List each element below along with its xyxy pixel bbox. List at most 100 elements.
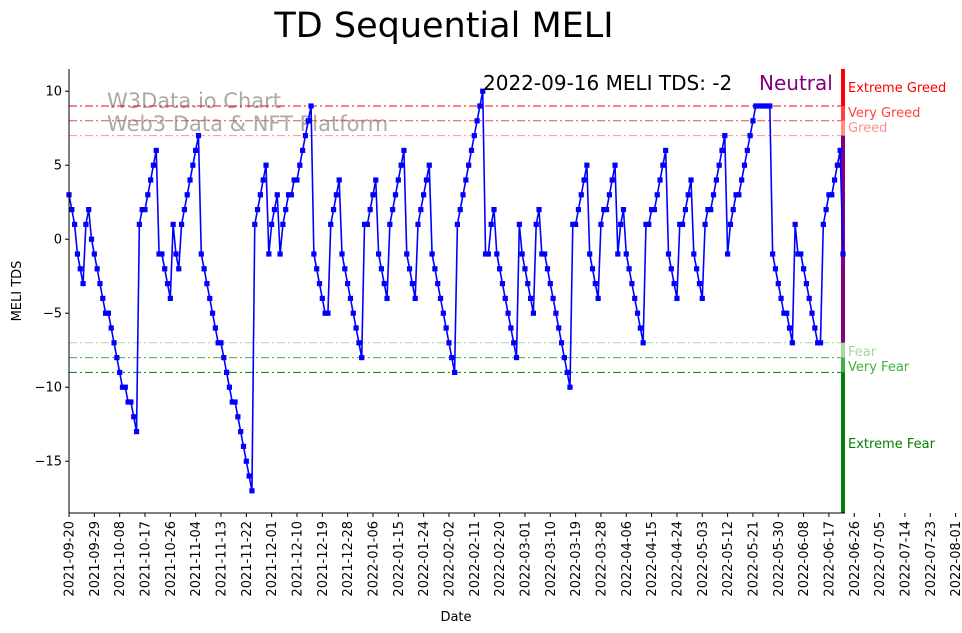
data-point	[815, 340, 821, 346]
data-point	[708, 207, 714, 213]
data-point	[778, 295, 784, 301]
data-point	[353, 325, 359, 331]
data-point	[364, 221, 370, 227]
data-point	[209, 310, 216, 316]
watermark: W3Data.io Chart Web3 Data & NFT Platform	[107, 89, 388, 136]
data-point	[88, 236, 95, 242]
y-tick-label: −5	[43, 307, 62, 322]
data-point	[646, 221, 652, 227]
data-point	[781, 310, 787, 316]
data-point	[511, 340, 517, 346]
watermark-line-2: Web3 Data & NFT Platform	[107, 112, 388, 136]
threshold-label: Extreme Fear	[848, 437, 936, 452]
data-point	[291, 177, 297, 183]
data-point	[682, 207, 688, 213]
data-point	[373, 177, 379, 183]
data-point	[713, 177, 719, 183]
data-point	[443, 325, 449, 331]
sentiment-bar-segment	[841, 357, 845, 373]
data-point	[502, 295, 508, 301]
data-point	[629, 281, 635, 287]
data-point	[649, 207, 655, 213]
data-point	[663, 147, 669, 153]
x-tick-label: 2022-03-19	[569, 521, 584, 597]
data-point	[319, 295, 325, 301]
x-tick-label: 2021-10-17	[138, 521, 153, 597]
data-point	[415, 221, 421, 227]
data-point	[285, 192, 292, 198]
data-point	[271, 207, 278, 213]
data-point	[553, 310, 559, 316]
data-point	[798, 251, 804, 257]
x-tick-label: 2021-11-22	[240, 521, 255, 597]
sentiment-bar-segment	[841, 342, 845, 358]
data-point	[207, 295, 213, 301]
data-point	[505, 310, 511, 316]
x-tick-label: 2022-07-14	[898, 521, 913, 597]
data-point	[187, 177, 193, 183]
data-point	[736, 192, 742, 198]
data-point	[463, 177, 469, 183]
data-point	[283, 207, 289, 213]
data-point	[105, 310, 112, 316]
data-point	[789, 340, 795, 346]
data-point	[361, 221, 368, 227]
data-point	[297, 162, 303, 168]
x-tick-label: 2022-02-11	[468, 521, 483, 597]
data-point	[300, 147, 306, 153]
data-point	[446, 340, 452, 346]
data-point	[744, 147, 750, 153]
data-point	[466, 162, 472, 168]
data-point	[77, 266, 83, 272]
data-point	[139, 207, 145, 213]
data-point	[530, 310, 536, 316]
data-point	[252, 221, 258, 227]
data-point	[254, 207, 261, 213]
data-point	[513, 355, 520, 361]
data-point	[547, 281, 553, 287]
data-point	[198, 251, 204, 257]
data-point	[558, 340, 565, 346]
data-point	[195, 133, 202, 139]
data-point	[269, 221, 275, 227]
data-point	[829, 192, 835, 198]
x-tick-label: 2022-02-20	[493, 521, 508, 597]
data-point	[792, 221, 798, 227]
data-point	[764, 103, 770, 109]
data-point	[527, 295, 534, 301]
data-point	[654, 192, 660, 198]
data-point	[406, 266, 413, 272]
data-point	[601, 207, 607, 213]
data-point	[204, 281, 210, 287]
data-point	[775, 281, 781, 287]
data-point	[345, 281, 351, 287]
data-point	[302, 133, 309, 139]
data-point	[634, 310, 641, 316]
data-point	[80, 281, 86, 287]
data-point	[694, 266, 700, 272]
data-point	[494, 251, 500, 257]
x-tick-label: 2021-10-26	[164, 521, 179, 597]
data-point	[451, 369, 458, 375]
data-point	[716, 162, 722, 168]
data-point	[454, 221, 461, 227]
data-point	[679, 221, 686, 227]
data-point	[758, 103, 764, 109]
data-point	[201, 266, 207, 272]
data-point	[784, 310, 790, 316]
data-point	[657, 177, 663, 183]
data-point	[117, 369, 123, 375]
data-point	[74, 251, 81, 257]
data-point	[786, 325, 793, 331]
data-point	[677, 221, 683, 227]
data-point	[409, 281, 415, 287]
data-point	[834, 162, 840, 168]
data-point	[221, 355, 227, 361]
threshold-label: Very Fear	[848, 360, 910, 375]
data-point	[437, 295, 444, 301]
data-point	[136, 221, 142, 227]
data-point	[288, 192, 294, 198]
data-point	[235, 414, 241, 420]
data-point	[499, 281, 506, 287]
threshold-label: Very Greed	[848, 106, 920, 121]
